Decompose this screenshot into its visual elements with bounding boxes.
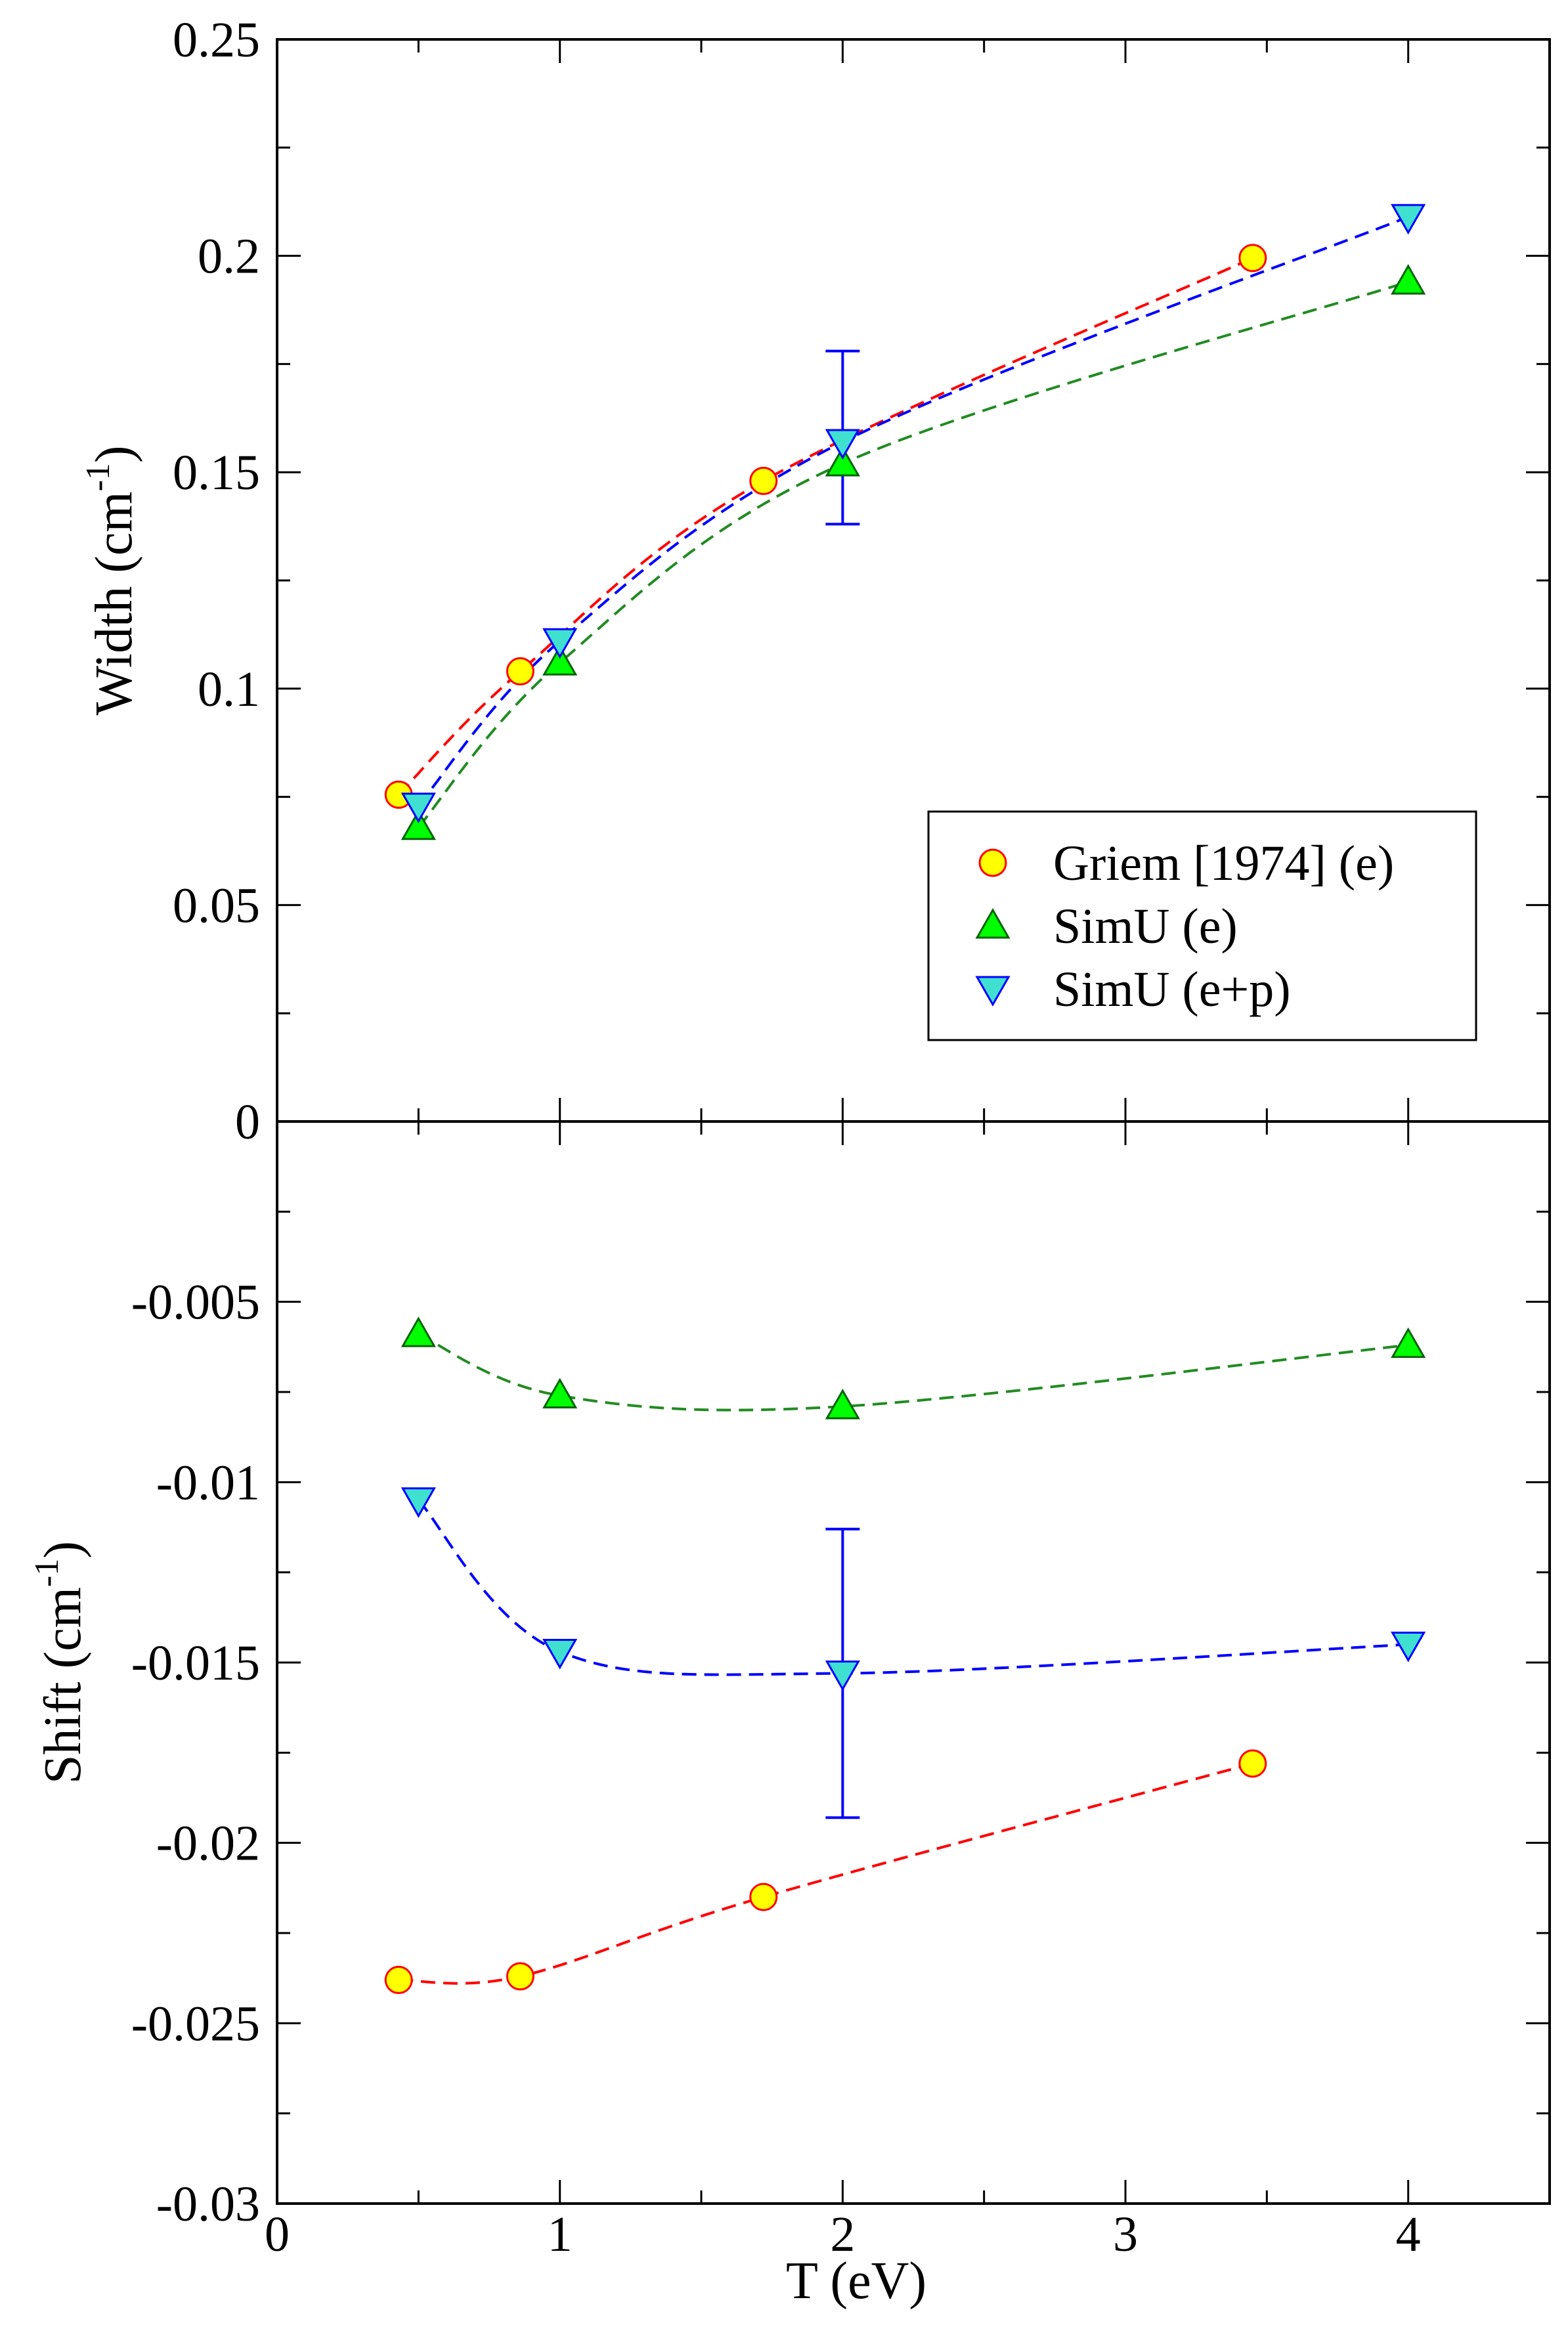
bottom-panel-plot-area (384, 1316, 1426, 1994)
top-y-axis-title-main: Width (cm (85, 491, 143, 715)
bottom-series-0-point (384, 1965, 413, 1994)
bottom-series-2-curve (417, 1499, 1408, 1676)
top-series-1-point (825, 445, 860, 477)
x-tick-label: 2 (830, 2207, 855, 2262)
bottom-series-0-point (506, 1962, 534, 1991)
bottom-series-0-point (749, 1882, 778, 1911)
top-series-1-point (542, 645, 578, 676)
top-series-2-curve (417, 215, 1409, 807)
top-y-tick-label: 0.2 (198, 229, 260, 284)
bottom-series-1-point (825, 1388, 860, 1420)
x-axis-title: T (eV) (786, 2252, 926, 2310)
bottom-series-2-point (1391, 1632, 1426, 1663)
top-y-axis-title-close: ) (85, 445, 143, 463)
bottom-series-2-point (542, 1639, 578, 1670)
bottom-y-tick-label: -0.025 (131, 1996, 260, 2051)
legend-box (927, 810, 1477, 1041)
top-series-0-point (1238, 244, 1267, 272)
x-tick-label: 4 (1396, 2207, 1421, 2262)
legend-marker-2 (975, 976, 1011, 1007)
top-series-2-point (1391, 204, 1426, 235)
bottom-series-1-point (542, 1378, 578, 1408)
x-tick-label: 1 (548, 2207, 573, 2262)
top-y-axis-title: Width (cm-1) (79, 445, 143, 715)
top-series-0-curve (397, 257, 1253, 796)
top-series-0-point (749, 466, 778, 495)
legend-label-simu-e: SimU (e) (1053, 899, 1238, 954)
bottom-y-tick-label: -0.005 (131, 1275, 260, 1330)
bottom-series-0-curve (399, 1762, 1253, 1985)
legend-label-simu-ep: SimU (e+p) (1053, 962, 1291, 1017)
bottom-series-2-point (825, 1660, 860, 1691)
top-y-tick-label: 0.05 (173, 878, 260, 933)
bottom-y-tick-label: -0.02 (156, 1816, 260, 1871)
bottom-series-1-curve (418, 1333, 1408, 1412)
bottom-series-1-point (1391, 1327, 1426, 1359)
bottom-y-tick-label: -0.03 (156, 2177, 260, 2232)
bottom-y-tick-label: -0.015 (131, 1636, 260, 1691)
top-y-tick-label: 0.15 (173, 445, 260, 500)
x-tick-label: 3 (1113, 2207, 1138, 2262)
bottom-y-axis-title-power: -1 (28, 1559, 66, 1587)
top-y-tick-label: 0.1 (198, 662, 260, 717)
bottom-y-tick-label: -0.01 (156, 1455, 260, 1510)
top-series-1-point (1391, 264, 1426, 295)
legend-marker-0 (978, 848, 1007, 877)
top-series-1-point (401, 809, 436, 840)
bottom-panel-ticks: -0.03 -0.025 -0.02 -0.015 -0.01 -0.005 0 1 2 3 4 (131, 1120, 1551, 2262)
top-series-2-point (401, 793, 436, 823)
top-series-2-point (825, 429, 860, 460)
legend-marker-1 (975, 907, 1011, 939)
bottom-series-1-point (401, 1316, 436, 1347)
top-series-1-curve (417, 280, 1409, 829)
legend-markers (975, 848, 1011, 1007)
bottom-y-axis-title-main: Shift (cm (34, 1587, 92, 1784)
top-y-axis-title-power: -1 (79, 463, 117, 491)
bottom-y-axis-title-close: ) (34, 1541, 92, 1559)
bottom-series-2-point (401, 1487, 436, 1518)
bottom-series-0-point (1238, 1749, 1267, 1778)
bottom-y-axis-title: Shift (cm-1) (28, 1541, 92, 1784)
top-panel-ticks: 0 0.05 0.1 0.15 0.2 0.25 (173, 12, 1551, 1150)
top-y-tick-label: 0 (235, 1095, 260, 1150)
top-series-2-point (542, 628, 578, 659)
legend: Griem [1974] (e) SimU (e) SimU (e+p) (927, 810, 1477, 1041)
top-y-tick-label: 0.25 (173, 12, 260, 68)
x-tick-label: 0 (265, 2207, 290, 2262)
legend-label-griem: Griem [1974] (e) (1053, 836, 1394, 891)
top-panel-plot-area (384, 204, 1426, 840)
top-series-0-point (506, 657, 534, 685)
